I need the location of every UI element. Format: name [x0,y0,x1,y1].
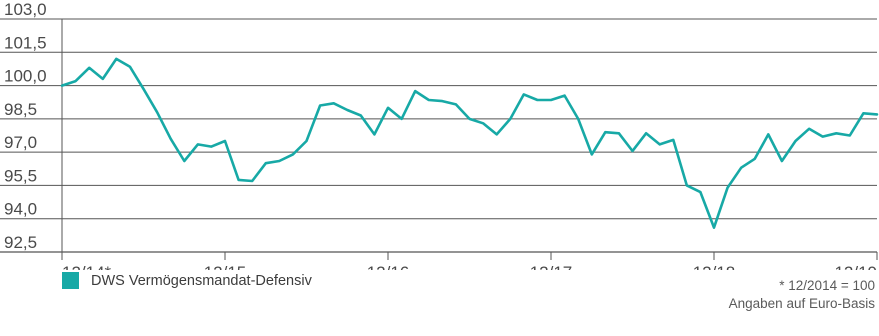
x-axis: 12/14* 12/15 12/16 12/17 12/18 12/19 [61,252,878,270]
series-line [60,57,879,229]
y-tick-label: 101,5 [4,33,47,52]
x-tick-label: 12/14* [62,263,112,270]
currency-note: Angaben auf Euro-Basis [728,296,875,311]
legend-label: DWS Vermögensmandat-Defensiv [91,272,312,289]
y-tick-label: 92,5 [4,233,37,252]
x-tick-label: 12/17 [530,263,573,270]
y-tick-label: 94,0 [4,200,37,219]
base-note: * 12/2014 = 100 [779,278,875,293]
series-layer [60,57,879,229]
grid-lines [0,18,877,253]
line-chart: 92,5 94,0 95,5 97,0 98,5 100,0 101,5 103,0 12/1… [0,0,879,270]
y-tick-label: 100,0 [4,67,47,86]
x-tick-label: 12/18 [693,263,736,270]
x-tick-label: 12/16 [367,263,410,270]
legend: DWS Vermögensmandat-Defensiv [62,272,312,289]
legend-swatch [62,272,79,289]
x-tick-label: 12/19 [834,263,877,270]
y-axis: 92,5 94,0 95,5 97,0 98,5 100,0 101,5 103,0 [4,0,63,260]
y-tick-label: 103,0 [4,0,47,19]
x-tick-label: 12/15 [204,263,247,270]
y-tick-label: 98,5 [4,100,37,119]
y-tick-label: 95,5 [4,166,37,185]
y-tick-label: 97,0 [4,133,37,152]
